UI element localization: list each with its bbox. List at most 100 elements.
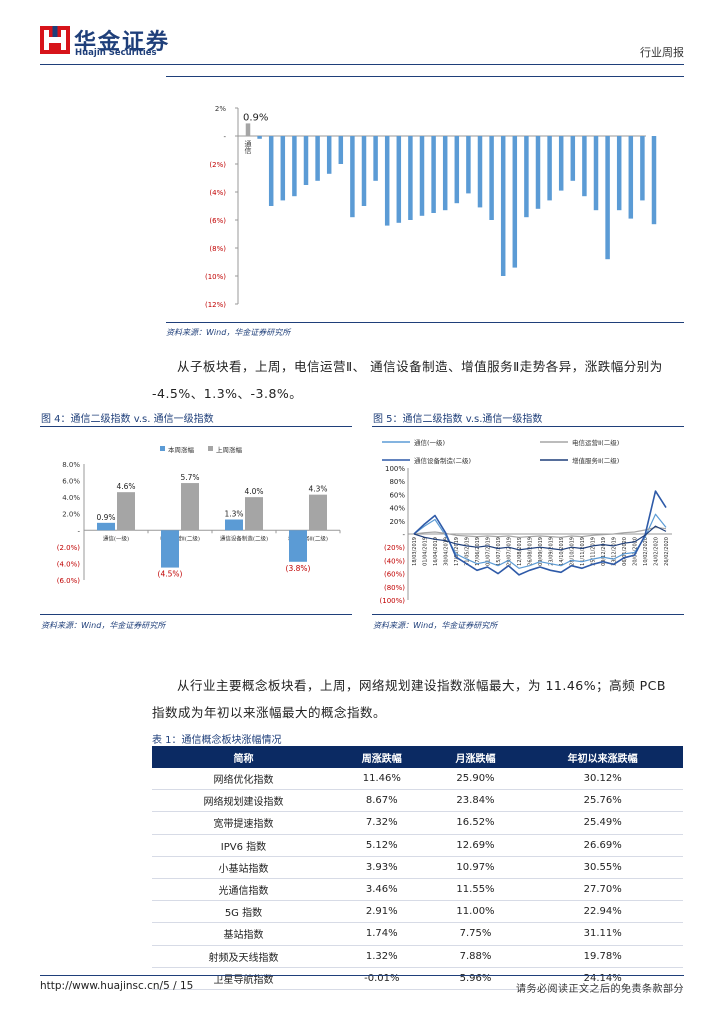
cell-month: 10.97% — [428, 856, 523, 879]
col-header-name: 简称 — [152, 746, 335, 768]
fig4-bar — [117, 492, 135, 531]
chart1-bar — [466, 136, 471, 194]
cell-month: 7.75% — [428, 922, 523, 946]
fig5-x-tick-label: 17/05/2019 — [454, 537, 460, 566]
fig5-x-tick-label: 10/02/2020 — [643, 537, 649, 566]
footer-disclaimer: 请务必阅读正文之后的免责条款部分 — [516, 984, 684, 995]
fig4-category-label: 增值服务Ⅱ(二级) — [288, 534, 328, 542]
fig5-x-tick-label: 01/04/2019 — [423, 537, 429, 566]
chart1-y-tick-label: (2%) — [209, 161, 226, 169]
concept-index-table: 简称 周涨跌幅 月涨跌幅 年初以来涨跌幅 网络优化指数 11.46% 25.90% 3… — [152, 746, 683, 990]
fig5-x-tick-label: 09/12/2019 — [601, 537, 607, 566]
chart1-bar — [570, 136, 576, 181]
cell-name: 卫星导航指数 — [152, 967, 335, 990]
fig5-y-tick-label: 20% — [389, 518, 405, 526]
chart1-bar — [651, 136, 657, 225]
footer-url-link[interactable]: http://www.huajinsc.cn/5 / 15 — [40, 980, 194, 992]
fig5-x-tick-label: 26/08/2019 — [528, 537, 534, 566]
cell-ytd: 30.55% — [522, 856, 683, 879]
cell-month: 11.00% — [428, 900, 523, 924]
fig5-legend-label: 通信设备制造(二级) — [414, 456, 471, 465]
chart1-bar — [338, 136, 344, 164]
fig5-y-tick-label: 100% — [385, 465, 405, 473]
cell-month: 16.52% — [428, 811, 523, 835]
cell-name: 网络优化指数 — [152, 768, 335, 791]
header-rule — [40, 64, 684, 65]
chart1-bar — [361, 136, 367, 206]
fig5-x-tick-label: 31/05/2019 — [465, 537, 471, 566]
fig4-bar — [245, 497, 263, 531]
chart1-y-tick-label: (6%) — [209, 217, 226, 225]
table-row: 射频及天线指数 1.32% 7.88% 19.78% — [152, 945, 683, 968]
chart1-bar — [350, 136, 355, 218]
table-row: 宽带提速指数 7.32% 16.52% 25.49% — [152, 811, 683, 835]
figure5-title: 图 5：通信二级指数 v.s.通信一级指数 — [373, 414, 543, 425]
chart1-bar — [373, 136, 378, 181]
table-row: 5G 指数 2.91% 11.00% 22.94% — [152, 900, 683, 924]
table-header-row: 简称 周涨跌幅 月涨跌幅 年初以来涨跌幅 — [152, 746, 683, 768]
chart1-bottom-rule — [166, 322, 684, 323]
chart1-bar — [408, 136, 413, 220]
fig4-y-tick-label: 8.0% — [62, 461, 80, 469]
fig5-y-tick-label: 40% — [389, 505, 405, 513]
figure5-bottom-rule — [372, 614, 684, 615]
page-header: 华金证券 Huajin Securities 行业周报 — [0, 0, 724, 70]
figure4-source: 资料来源：Wind，华金证券研究所 — [41, 621, 166, 630]
cell-name: 基站指数 — [152, 922, 335, 946]
fig5-y-tick-label: (100%) — [380, 597, 406, 605]
figure5-source: 资料来源：Wind，华金证券研究所 — [373, 621, 498, 630]
chart1-bar — [454, 136, 460, 204]
cell-month: 12.69% — [428, 834, 523, 857]
chart1-sector-bar-chart: 2% - (2%) (4%) (6%) (8%) (10%) (12%) 0.9% 通信 — [205, 105, 657, 309]
chart1-y-tick-label: 2% — [215, 105, 226, 113]
fig5-x-tick-label: 30/04/2019 — [444, 537, 450, 566]
cell-ytd: 31.11% — [522, 922, 683, 946]
col-header-month: 月涨跌幅 — [428, 746, 523, 768]
fig4-legend-label: 上周涨幅 — [216, 445, 243, 454]
chart1-bar — [547, 136, 552, 201]
chart1-bar — [442, 136, 448, 211]
fig4-data-label: 4.3% — [308, 485, 327, 494]
fig5-x-tick-label: 26/02/2020 — [664, 537, 670, 566]
fig5-x-tick-label: 06/01/2020 — [622, 537, 628, 566]
fig5-legend-label: 通信(一级) — [414, 438, 445, 447]
logo-en-text: Huajin Securities — [75, 48, 157, 58]
cell-month: 5.96% — [428, 967, 523, 990]
fig5-x-tick-label: 23/12/2019 — [612, 537, 618, 566]
figure4-title: 图 4：通信二级指数 v.s. 通信一级指数 — [41, 414, 214, 425]
chart1-bar — [396, 136, 402, 223]
cell-week: 8.67% — [334, 789, 429, 813]
fig4-legend-swatch — [208, 446, 213, 451]
table-row: 小基站指数 3.93% 10.97% 30.55% — [152, 856, 683, 879]
table-row: IPV6 指数 5.12% 12.69% 26.69% — [152, 834, 683, 857]
fig5-y-tick-label: (80%) — [384, 584, 405, 592]
chart1-bar — [593, 136, 599, 211]
figure4-bottom-rule — [40, 614, 352, 615]
chart1-bar — [280, 136, 286, 201]
chart1-bar — [268, 136, 274, 206]
cell-week: 3.46% — [334, 878, 429, 902]
table-row: 网络优化指数 11.46% 25.90% 30.12% — [152, 768, 683, 791]
fig4-data-label: 5.7% — [180, 473, 199, 482]
chart1-bar — [489, 136, 494, 220]
fig5-y-tick-label: - — [402, 531, 405, 539]
chart1-bar — [303, 136, 309, 185]
cell-name: 小基站指数 — [152, 856, 335, 879]
cell-ytd: 30.12% — [522, 768, 683, 791]
chart1-y-tick-label: (12%) — [205, 301, 226, 309]
cell-name: 5G 指数 — [152, 900, 335, 924]
cell-name: 宽带提速指数 — [152, 811, 335, 835]
fig5-series-line — [413, 525, 667, 551]
chart1-bar — [616, 136, 622, 211]
cell-week: 3.93% — [334, 856, 429, 879]
report-type: 行业周报 — [640, 46, 684, 59]
cell-ytd: 26.69% — [522, 834, 683, 857]
chart1-bar — [512, 136, 518, 268]
fig4-y-tick-label: (4.0%) — [57, 560, 81, 568]
fig4-data-label: (4.5%) — [158, 570, 183, 579]
cell-week: 11.46% — [334, 768, 429, 791]
chart1-bar — [477, 136, 483, 208]
fig5-x-tick-label: 25/11/2019 — [591, 537, 597, 566]
fig5-x-tick-label: 17/06/2019 — [475, 537, 481, 566]
chart1-bar — [384, 136, 390, 226]
